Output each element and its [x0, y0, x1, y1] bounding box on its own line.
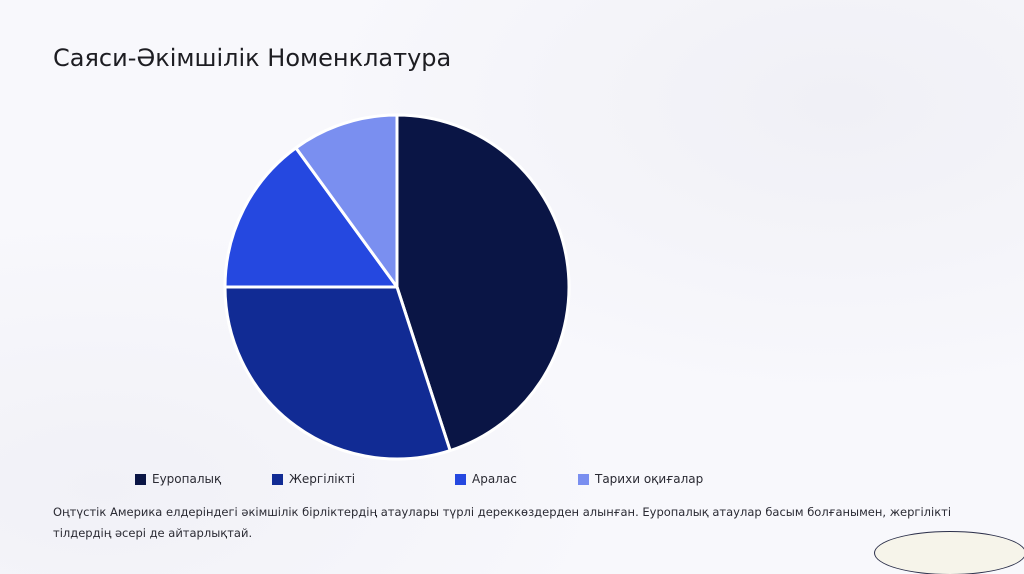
legend-label: Жергілікті	[289, 472, 356, 486]
pie-slice-2	[223, 285, 452, 461]
legend-label: Аралас	[472, 472, 517, 486]
pie-slice-3	[223, 146, 399, 289]
pie-slice-1	[395, 113, 571, 453]
legend-item-2: Жергілікті	[272, 472, 355, 486]
slide-title: Саяси-Әкімшілік Номенклатура	[53, 44, 452, 72]
legend-swatch	[578, 473, 589, 485]
legend-item-4: Тарихи оқиғалар	[578, 472, 703, 486]
legend-swatch	[135, 473, 146, 485]
legend-item-3: Аралас	[455, 472, 517, 486]
slide-description: Оңтүстік Америка елдеріндегі әкімшілік б…	[53, 505, 952, 540]
oval-shape-button[interactable]	[874, 531, 1024, 574]
legend-swatch	[455, 473, 466, 485]
legend-label: Тарихи оқиғалар	[595, 472, 704, 486]
legend-swatch	[272, 473, 283, 485]
pie-slice-4	[294, 113, 399, 289]
legend-item-1: Еуропалық	[135, 472, 221, 486]
legend-label: Еуропалық	[152, 472, 222, 486]
